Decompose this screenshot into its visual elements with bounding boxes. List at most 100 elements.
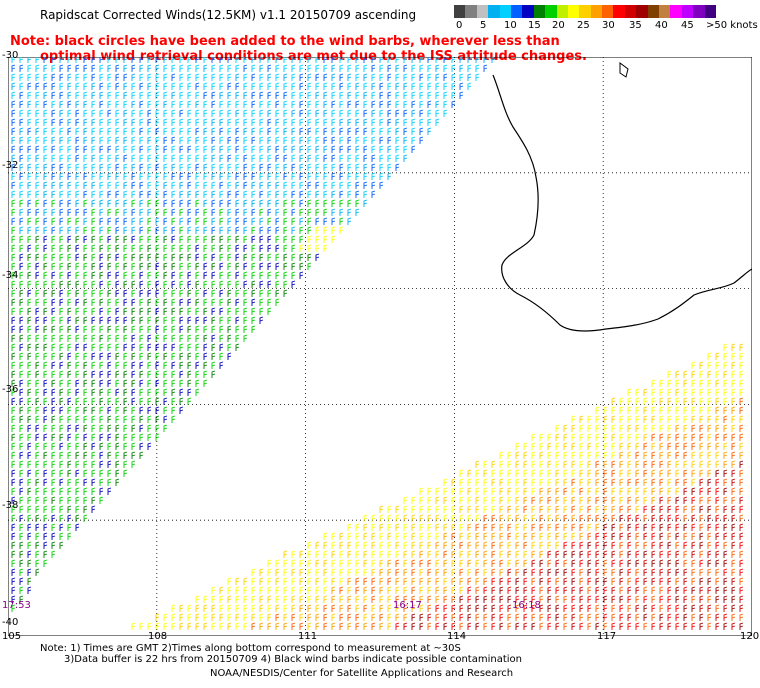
wind-barb (195, 361, 200, 369)
wind-barb (59, 217, 64, 225)
wind-barb (507, 541, 512, 549)
wind-barb (491, 613, 496, 621)
wind-barb (259, 208, 264, 216)
wind-barb (323, 532, 328, 540)
wind-barb (579, 469, 584, 477)
wind-barb (155, 262, 160, 270)
wind-barb (115, 109, 120, 117)
wind-barb (51, 361, 56, 369)
wind-barb (75, 505, 80, 513)
wind-barb (739, 595, 744, 603)
wind-barb (547, 622, 552, 630)
wind-barb (739, 550, 744, 558)
wind-barb (443, 559, 448, 567)
wind-barb (131, 442, 136, 450)
wind-barb (131, 262, 136, 270)
wind-barb (683, 451, 688, 459)
wind-barb (19, 379, 24, 387)
wind-barb (379, 550, 384, 558)
wind-barb (467, 604, 472, 612)
wind-barb (483, 550, 488, 558)
wind-barb (59, 262, 64, 270)
wind-barb (491, 604, 496, 612)
wind-barb (219, 334, 224, 342)
wind-barb (275, 163, 280, 171)
wind-barb (19, 397, 24, 405)
wind-barb (659, 604, 664, 612)
wind-barb (299, 109, 304, 117)
wind-barb (435, 496, 440, 504)
wind-barb (115, 343, 120, 351)
wind-barb (267, 190, 272, 198)
wind-barb (379, 172, 384, 180)
wind-barb (267, 57, 272, 63)
wind-barb (203, 307, 208, 315)
wind-barb (11, 388, 16, 396)
wind-barb (587, 451, 592, 459)
wind-barb (179, 316, 184, 324)
wind-barb (35, 334, 40, 342)
wind-barb (299, 244, 304, 252)
wind-barb (139, 379, 144, 387)
wind-barb (155, 172, 160, 180)
wind-barb (195, 208, 200, 216)
wind-barb (251, 604, 256, 612)
wind-barb (267, 244, 272, 252)
wind-barb (35, 442, 40, 450)
wind-barb (371, 172, 376, 180)
wind-barb (171, 109, 176, 117)
wind-barb (683, 433, 688, 441)
wind-barb (147, 397, 152, 405)
wind-barb (203, 280, 208, 288)
wind-barb (91, 109, 96, 117)
wind-barb (723, 559, 728, 567)
wind-barb (195, 307, 200, 315)
wind-barb (19, 208, 24, 216)
wind-barb (59, 406, 64, 414)
wind-barb (379, 577, 384, 585)
lat-label: -40 (2, 617, 19, 628)
wind-barb (275, 298, 280, 306)
wind-barb (659, 622, 664, 630)
wind-barb (163, 415, 168, 423)
wind-barb (139, 244, 144, 252)
wind-barb (307, 57, 312, 63)
wind-barb (659, 559, 664, 567)
wind-barb (339, 217, 344, 225)
wind-barb (67, 136, 72, 144)
wind-barb (83, 514, 88, 522)
wind-barb (43, 352, 48, 360)
wind-barb (243, 280, 248, 288)
wind-barb (75, 316, 80, 324)
wind-barb (83, 136, 88, 144)
wind-barb (371, 523, 376, 531)
wind-barb (203, 100, 208, 108)
wind-barb (75, 433, 80, 441)
wind-barb (363, 57, 368, 63)
wind-barb (539, 460, 544, 468)
wind-barb (715, 604, 720, 612)
wind-barb (363, 127, 368, 135)
credit-line: NOAA/NESDIS/Center for Satellite Applica… (210, 668, 514, 679)
wind-barb (195, 280, 200, 288)
wind-barb (275, 145, 280, 153)
wind-barb (227, 352, 232, 360)
wind-barb (739, 451, 744, 459)
wind-barb (299, 181, 304, 189)
wind-barb (651, 478, 656, 486)
wind-barb (483, 514, 488, 522)
wind-barb (107, 163, 112, 171)
wind-barb (395, 127, 400, 135)
wind-barb (403, 622, 408, 630)
legend-color-swatch (465, 5, 477, 18)
wind-barb (211, 91, 216, 99)
wind-barb (547, 469, 552, 477)
legend-label: 30 (602, 20, 615, 31)
wind-barb (467, 523, 472, 531)
wind-barb (379, 586, 384, 594)
wind-barb (99, 181, 104, 189)
wind-barb (411, 145, 416, 153)
wind-barb (211, 262, 216, 270)
wind-barb (435, 541, 440, 549)
wind-barb (299, 82, 304, 90)
